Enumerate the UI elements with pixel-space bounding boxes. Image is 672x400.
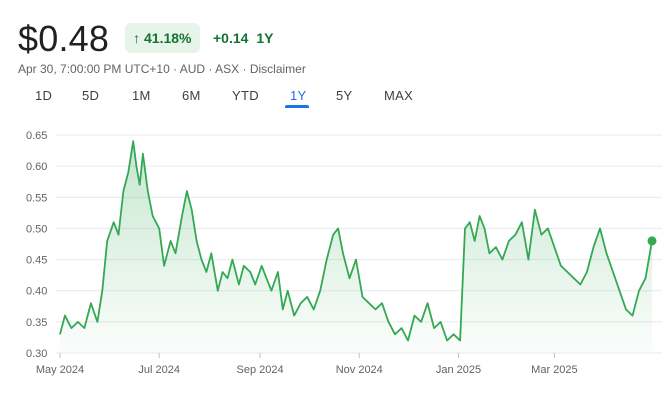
absolute-change: +0.14 1Y	[213, 30, 273, 46]
x-tick-label: Mar 2025	[531, 364, 577, 376]
y-tick-label: 0.65	[26, 130, 47, 142]
quote-meta: Apr 30, 7:00:00 PM UTC+10 · AUD · ASX · …	[18, 62, 306, 76]
x-tick-label: May 2024	[36, 364, 84, 376]
quote-exchange: ASX	[215, 62, 240, 76]
x-tick-label: Nov 2024	[336, 364, 383, 376]
tab-6m[interactable]: 6M	[182, 88, 201, 103]
up-arrow-icon: ↑	[133, 30, 140, 46]
y-tick-label: 0.50	[26, 223, 47, 235]
tab-1y[interactable]: 1Y	[290, 88, 307, 103]
absolute-change-value: +0.14	[213, 30, 249, 46]
percent-change-badge: ↑ 41.18%	[125, 23, 201, 53]
x-tick-label: Jan 2025	[436, 364, 481, 376]
change-period: 1Y	[256, 30, 274, 46]
price-value: $0.48	[18, 18, 110, 59]
x-tick-label: Jul 2024	[138, 364, 180, 376]
tab-1m[interactable]: 1M	[132, 88, 151, 103]
quote-timestamp: Apr 30, 7:00:00 PM UTC+10	[18, 62, 170, 76]
x-axis-ticks: May 2024 Jul 2024 Sep 2024 Nov 2024 Jan 2025…	[36, 353, 578, 376]
meta-separator: ·	[242, 62, 247, 76]
active-tab-indicator	[285, 105, 309, 108]
percent-change-value: 41.18%	[144, 30, 192, 46]
tab-ytd[interactable]: YTD	[232, 88, 259, 103]
meta-separator: ·	[208, 62, 213, 76]
x-tick-label: Sep 2024	[236, 364, 283, 376]
meta-separator: ·	[173, 62, 178, 76]
tab-max[interactable]: MAX	[384, 88, 414, 103]
y-tick-label: 0.30	[26, 348, 47, 360]
y-tick-label: 0.45	[26, 255, 47, 267]
price-area-fill	[60, 141, 652, 353]
y-tick-label: 0.40	[26, 286, 47, 298]
y-axis-ticks: 0.30 0.35 0.40 0.45 0.50 0.55 0.60 0.65	[26, 130, 47, 360]
tab-5d[interactable]: 5D	[82, 88, 100, 103]
y-tick-label: 0.35	[26, 317, 47, 329]
y-tick-label: 0.60	[26, 161, 47, 173]
tab-5y[interactable]: 5Y	[336, 88, 353, 103]
price-series-line	[59, 140, 653, 342]
y-tick-label: 0.55	[26, 192, 47, 204]
disclaimer-link[interactable]: Disclaimer	[249, 62, 306, 76]
tab-1d[interactable]: 1D	[35, 88, 53, 103]
quote-currency: AUD	[179, 62, 206, 76]
last-price-marker	[647, 236, 657, 246]
